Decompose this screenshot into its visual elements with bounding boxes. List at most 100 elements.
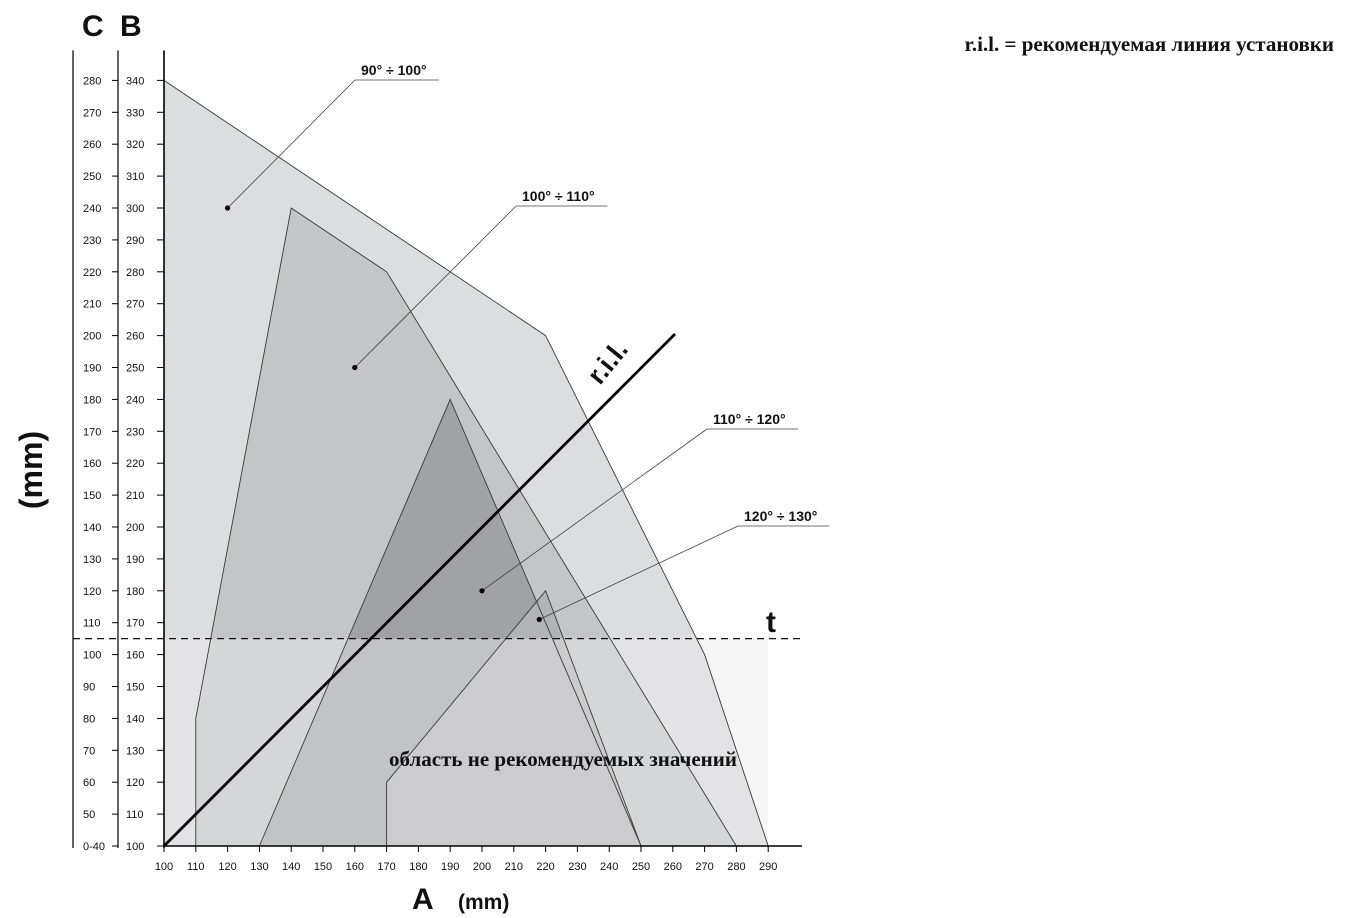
leader-90-100 <box>227 79 356 209</box>
c-tick-label: 150 <box>83 490 101 502</box>
x-tick-label: 270 <box>695 861 713 873</box>
x-tick-label: 100 <box>155 861 173 873</box>
marker-110-120 <box>479 588 485 594</box>
leader-100-110 <box>354 205 517 368</box>
x-tick-label: 130 <box>250 861 268 873</box>
marker-120-130 <box>536 616 542 623</box>
x-tick-label: 200 <box>473 861 491 873</box>
c-tick-label: 140 <box>83 522 101 534</box>
c-tick-label: 130 <box>83 554 101 566</box>
x-tick-label: 170 <box>377 861 395 873</box>
b-tick-label: 340 <box>126 75 144 87</box>
x-tick-label: 290 <box>759 861 777 873</box>
b-tick-label: 170 <box>126 618 144 630</box>
y-axis-unit: (mm) <box>13 431 49 509</box>
c-tick-label: 110 <box>83 618 101 630</box>
c-tick-label: 220 <box>83 267 101 279</box>
range-label-120-130: 120° ÷ 130° <box>744 508 817 524</box>
axis-c-title: C <box>82 10 104 43</box>
c-tick-label: 200 <box>83 331 101 343</box>
c-tick-label: 260 <box>83 139 101 151</box>
region-outline-100-110 <box>195 207 737 847</box>
c-tick-label: 90 <box>83 682 95 694</box>
x-tick-label: 160 <box>346 861 364 873</box>
x-tick-label: 250 <box>632 861 650 873</box>
t-label: t <box>766 606 776 639</box>
c-tick-label: 100 <box>83 650 101 662</box>
axis-b-title: B <box>120 10 142 43</box>
c-tick-label: 60 <box>83 777 95 789</box>
b-tick-label: 250 <box>126 363 144 375</box>
b-tick-label: 100 <box>126 841 144 853</box>
c-tick-label: 170 <box>83 426 101 438</box>
c-tick-label: 0-40 <box>83 841 105 853</box>
range-label-110-120: 110° ÷ 120° <box>713 411 786 427</box>
range-leaders: 90° ÷ 100° 100° ÷ 110° 110° ÷ 120° 120° ÷ 1… <box>225 62 830 623</box>
x-axis-unit: (mm) <box>458 891 509 914</box>
range-label-100-110: 100° ÷ 110° <box>522 188 595 204</box>
not-recommended-annotation: область не рекомендуемых значений <box>389 747 737 771</box>
x-tick-label: 240 <box>600 861 618 873</box>
b-tick-label: 280 <box>126 267 144 279</box>
x-tick-label: 140 <box>282 861 300 873</box>
x-tick-label: 120 <box>218 861 236 873</box>
c-tick-label: 230 <box>83 235 101 247</box>
b-tick-label: 310 <box>126 171 144 183</box>
axes: 100 110 120 130 140 150 160 170 180 190 200 210 220 2… <box>72 50 802 873</box>
c-tick-label: 250 <box>83 171 101 183</box>
axis-a-title: A <box>412 883 434 916</box>
marker-90-100 <box>225 205 231 211</box>
x-tick-label: 260 <box>664 861 682 873</box>
b-tick-label: 130 <box>126 745 144 757</box>
x-tick-label: 280 <box>727 861 745 873</box>
leader-120-130 <box>539 525 739 620</box>
b-tick-label: 120 <box>126 777 144 789</box>
ril-line <box>163 333 676 847</box>
marker-100-110 <box>352 364 358 371</box>
b-tick-label: 240 <box>126 394 144 406</box>
range-label-90-100: 90° ÷ 100° <box>361 62 427 78</box>
b-tick-label: 150 <box>126 682 144 694</box>
region-120-130 <box>386 590 641 846</box>
angle-regions <box>164 80 769 846</box>
x-tick-label: 150 <box>314 861 332 873</box>
b-tick-label: 140 <box>126 713 144 725</box>
c-tick-label: 80 <box>83 713 95 725</box>
c-tick-label: 120 <box>83 586 101 598</box>
x-tick-label: 110 <box>187 861 205 873</box>
x-tick-label: 180 <box>409 861 427 873</box>
b-tick-label: 220 <box>126 458 144 470</box>
b-tick-label: 320 <box>126 139 144 151</box>
b-tick-label: 270 <box>126 299 144 311</box>
c-tick-label: 210 <box>83 299 101 311</box>
x-tick-label: 190 <box>441 861 459 873</box>
b-tick-label: 180 <box>126 586 144 598</box>
below-t-zone <box>164 638 769 846</box>
b-tick-label: 330 <box>126 107 144 119</box>
region-outline-110-120 <box>258 398 642 847</box>
b-tick-label: 230 <box>126 426 144 438</box>
b-tick-label: 260 <box>126 331 144 343</box>
x-tick-label: 230 <box>568 861 586 873</box>
x-tick-label: 210 <box>505 861 523 873</box>
c-tick-label: 270 <box>83 107 101 119</box>
b-tick-label: 190 <box>126 554 144 566</box>
c-tick-label: 280 <box>83 75 101 87</box>
b-tick-label: 160 <box>126 650 144 662</box>
legend-note: r.i.l. = рекомендуемая линия установки <box>964 32 1334 56</box>
c-tick-label: 180 <box>83 394 101 406</box>
c-tick-label: 50 <box>83 809 95 821</box>
b-tick-label: 200 <box>126 522 144 534</box>
leader-110-120 <box>481 428 708 592</box>
b-tick-label: 110 <box>126 809 144 821</box>
c-tick-label: 190 <box>83 363 101 375</box>
b-tick-label: 290 <box>126 235 144 247</box>
b-tick-label: 300 <box>126 203 144 215</box>
b-tick-label: 210 <box>126 490 144 502</box>
c-tick-label: 240 <box>83 203 101 215</box>
c-tick-label: 70 <box>83 745 95 757</box>
x-tick-label: 220 <box>536 861 554 873</box>
c-tick-label: 160 <box>83 458 101 470</box>
region-outline-120-130 <box>386 589 642 847</box>
